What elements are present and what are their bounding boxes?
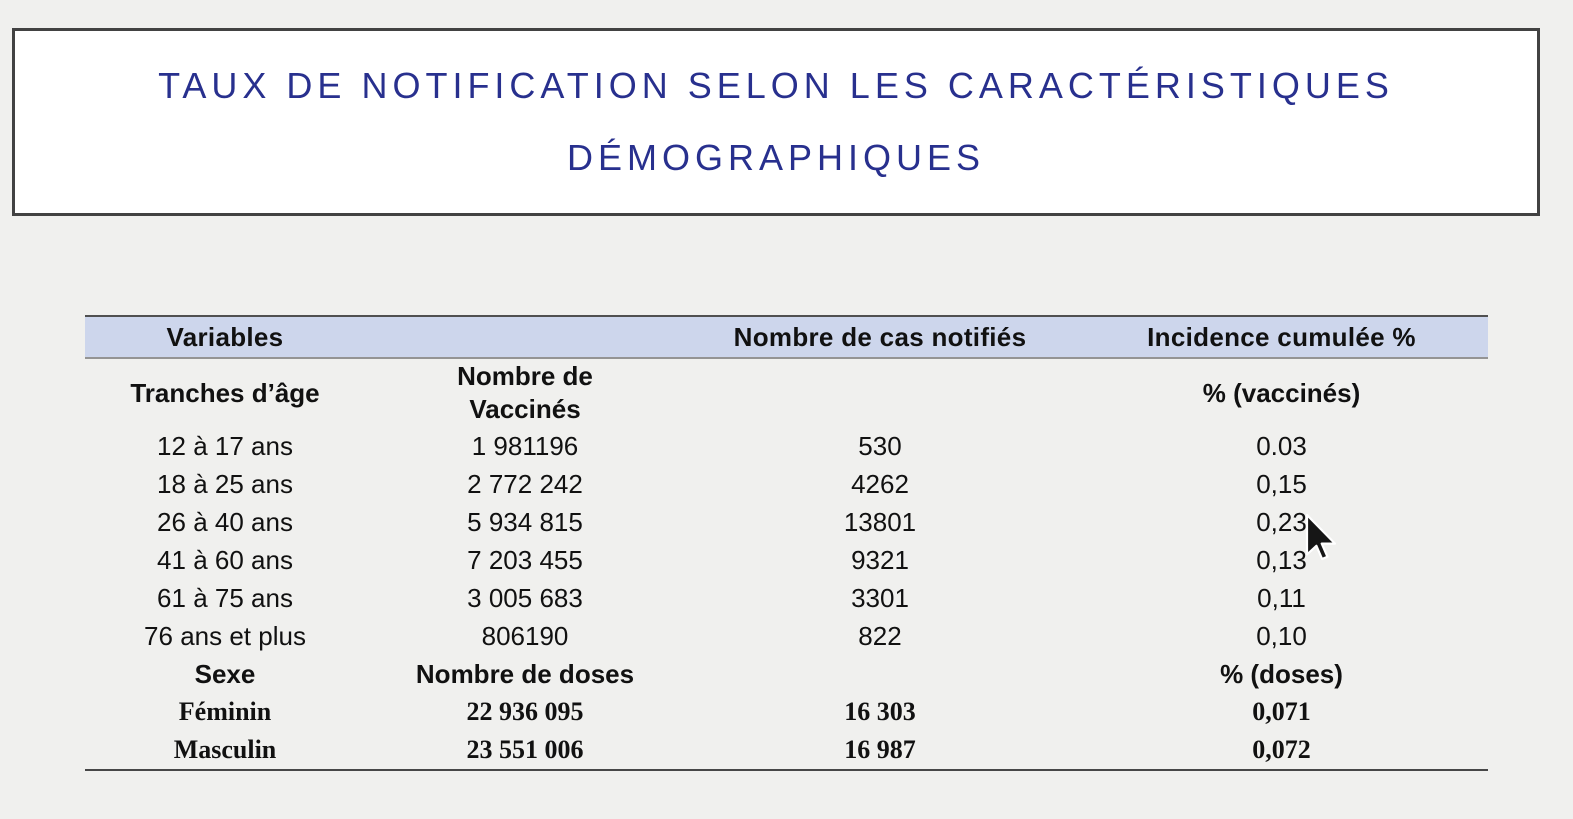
sex-label: Féminin (178, 697, 272, 726)
table-row: 18 à 25 ans 2 772 242 4262 0,15 (85, 465, 1488, 503)
age-row-header: Tranches d’âge (130, 377, 320, 408)
age-label: 41 à 60 ans (157, 544, 293, 575)
mouse-cursor-icon[interactable] (1305, 514, 1337, 562)
table-row: Féminin 22 936 095 16 303 0,071 (85, 693, 1488, 731)
age-label: 12 à 17 ans (157, 430, 293, 461)
incidence-value: 0,13 (1256, 544, 1307, 575)
doses-value: 22 936 095 (466, 697, 584, 726)
cases-value: 9321 (851, 544, 909, 575)
cases-value: 3301 (851, 582, 909, 613)
slide-title-line1: TAUX DE NOTIFICATION SELON LES CARACTÉRI… (158, 65, 1394, 106)
table-row: 61 à 75 ans 3 005 683 3301 0,11 (85, 579, 1488, 617)
vaccinated-value: 806190 (481, 620, 569, 651)
table-row: 26 à 40 ans 5 934 815 13801 0,23 (85, 503, 1488, 541)
slide-title-box: TAUX DE NOTIFICATION SELON LES CARACTÉRI… (12, 28, 1540, 216)
vaccinated-value: 1 981196 (471, 430, 579, 461)
doses-count-header: Nombre de doses (415, 658, 635, 689)
incidence-value: 0,071 (1252, 697, 1311, 726)
sex-subheader-row: Sexe Nombre de doses % (doses) (85, 655, 1488, 693)
age-incidence-header: % (vaccinés) (1202, 377, 1361, 408)
cases-value: 530 (858, 430, 902, 461)
age-label: 61 à 75 ans (157, 582, 293, 613)
header-cases: Nombre de cas notifiés (733, 321, 1027, 352)
header-incidence: Incidence cumulée % (1147, 321, 1416, 352)
demographics-table: Variables Nombre de cas notifiés Inciden… (85, 315, 1488, 771)
cases-value: 16 303 (844, 697, 916, 726)
vaccinated-value: 2 772 242 (467, 468, 583, 499)
sex-incidence-header: % (doses) (1220, 658, 1343, 689)
incidence-value: 0,072 (1252, 735, 1311, 764)
incidence-value: 0,23 (1256, 506, 1307, 537)
incidence-value: 0.03 (1256, 430, 1307, 461)
sex-label: Masculin (173, 735, 277, 764)
cases-value: 822 (858, 620, 902, 651)
table-row: 12 à 17 ans 1 981196 530 0.03 (85, 427, 1488, 465)
cases-value: 13801 (843, 506, 917, 537)
cases-value: 4262 (851, 468, 909, 499)
vaccinated-value: 3 005 683 (467, 582, 583, 613)
header-variables: Variables (166, 321, 284, 352)
table-row: 76 ans et plus 806190 822 0,10 (85, 617, 1488, 655)
slide-title-line2: DÉMOGRAPHIQUES (566, 137, 986, 178)
vaccinated-count-header: Nombre de Vaccinés (457, 361, 593, 424)
table-header-row: Variables Nombre de cas notifiés Inciden… (85, 315, 1488, 359)
sex-cases-empty (685, 655, 1075, 693)
doses-value: 23 551 006 (466, 735, 584, 764)
age-subheader-row: Tranches d’âge Nombre de Vaccinés % (vac… (85, 359, 1488, 427)
age-label: 18 à 25 ans (157, 468, 293, 499)
incidence-value: 0,10 (1256, 620, 1307, 651)
cases-value: 16 987 (844, 735, 916, 764)
header-empty (365, 317, 685, 357)
sex-row-header: Sexe (194, 658, 256, 689)
incidence-value: 0,11 (1257, 582, 1306, 613)
vaccinated-value: 5 934 815 (467, 506, 583, 537)
age-label: 26 à 40 ans (157, 506, 293, 537)
table-row: 41 à 60 ans 7 203 455 9321 0,13 (85, 541, 1488, 579)
vaccinated-value: 7 203 455 (467, 544, 583, 575)
age-cases-empty (685, 359, 1075, 427)
age-label: 76 ans et plus (144, 620, 306, 651)
table-row: Masculin 23 551 006 16 987 0,072 (85, 731, 1488, 769)
incidence-value: 0,15 (1256, 468, 1307, 499)
